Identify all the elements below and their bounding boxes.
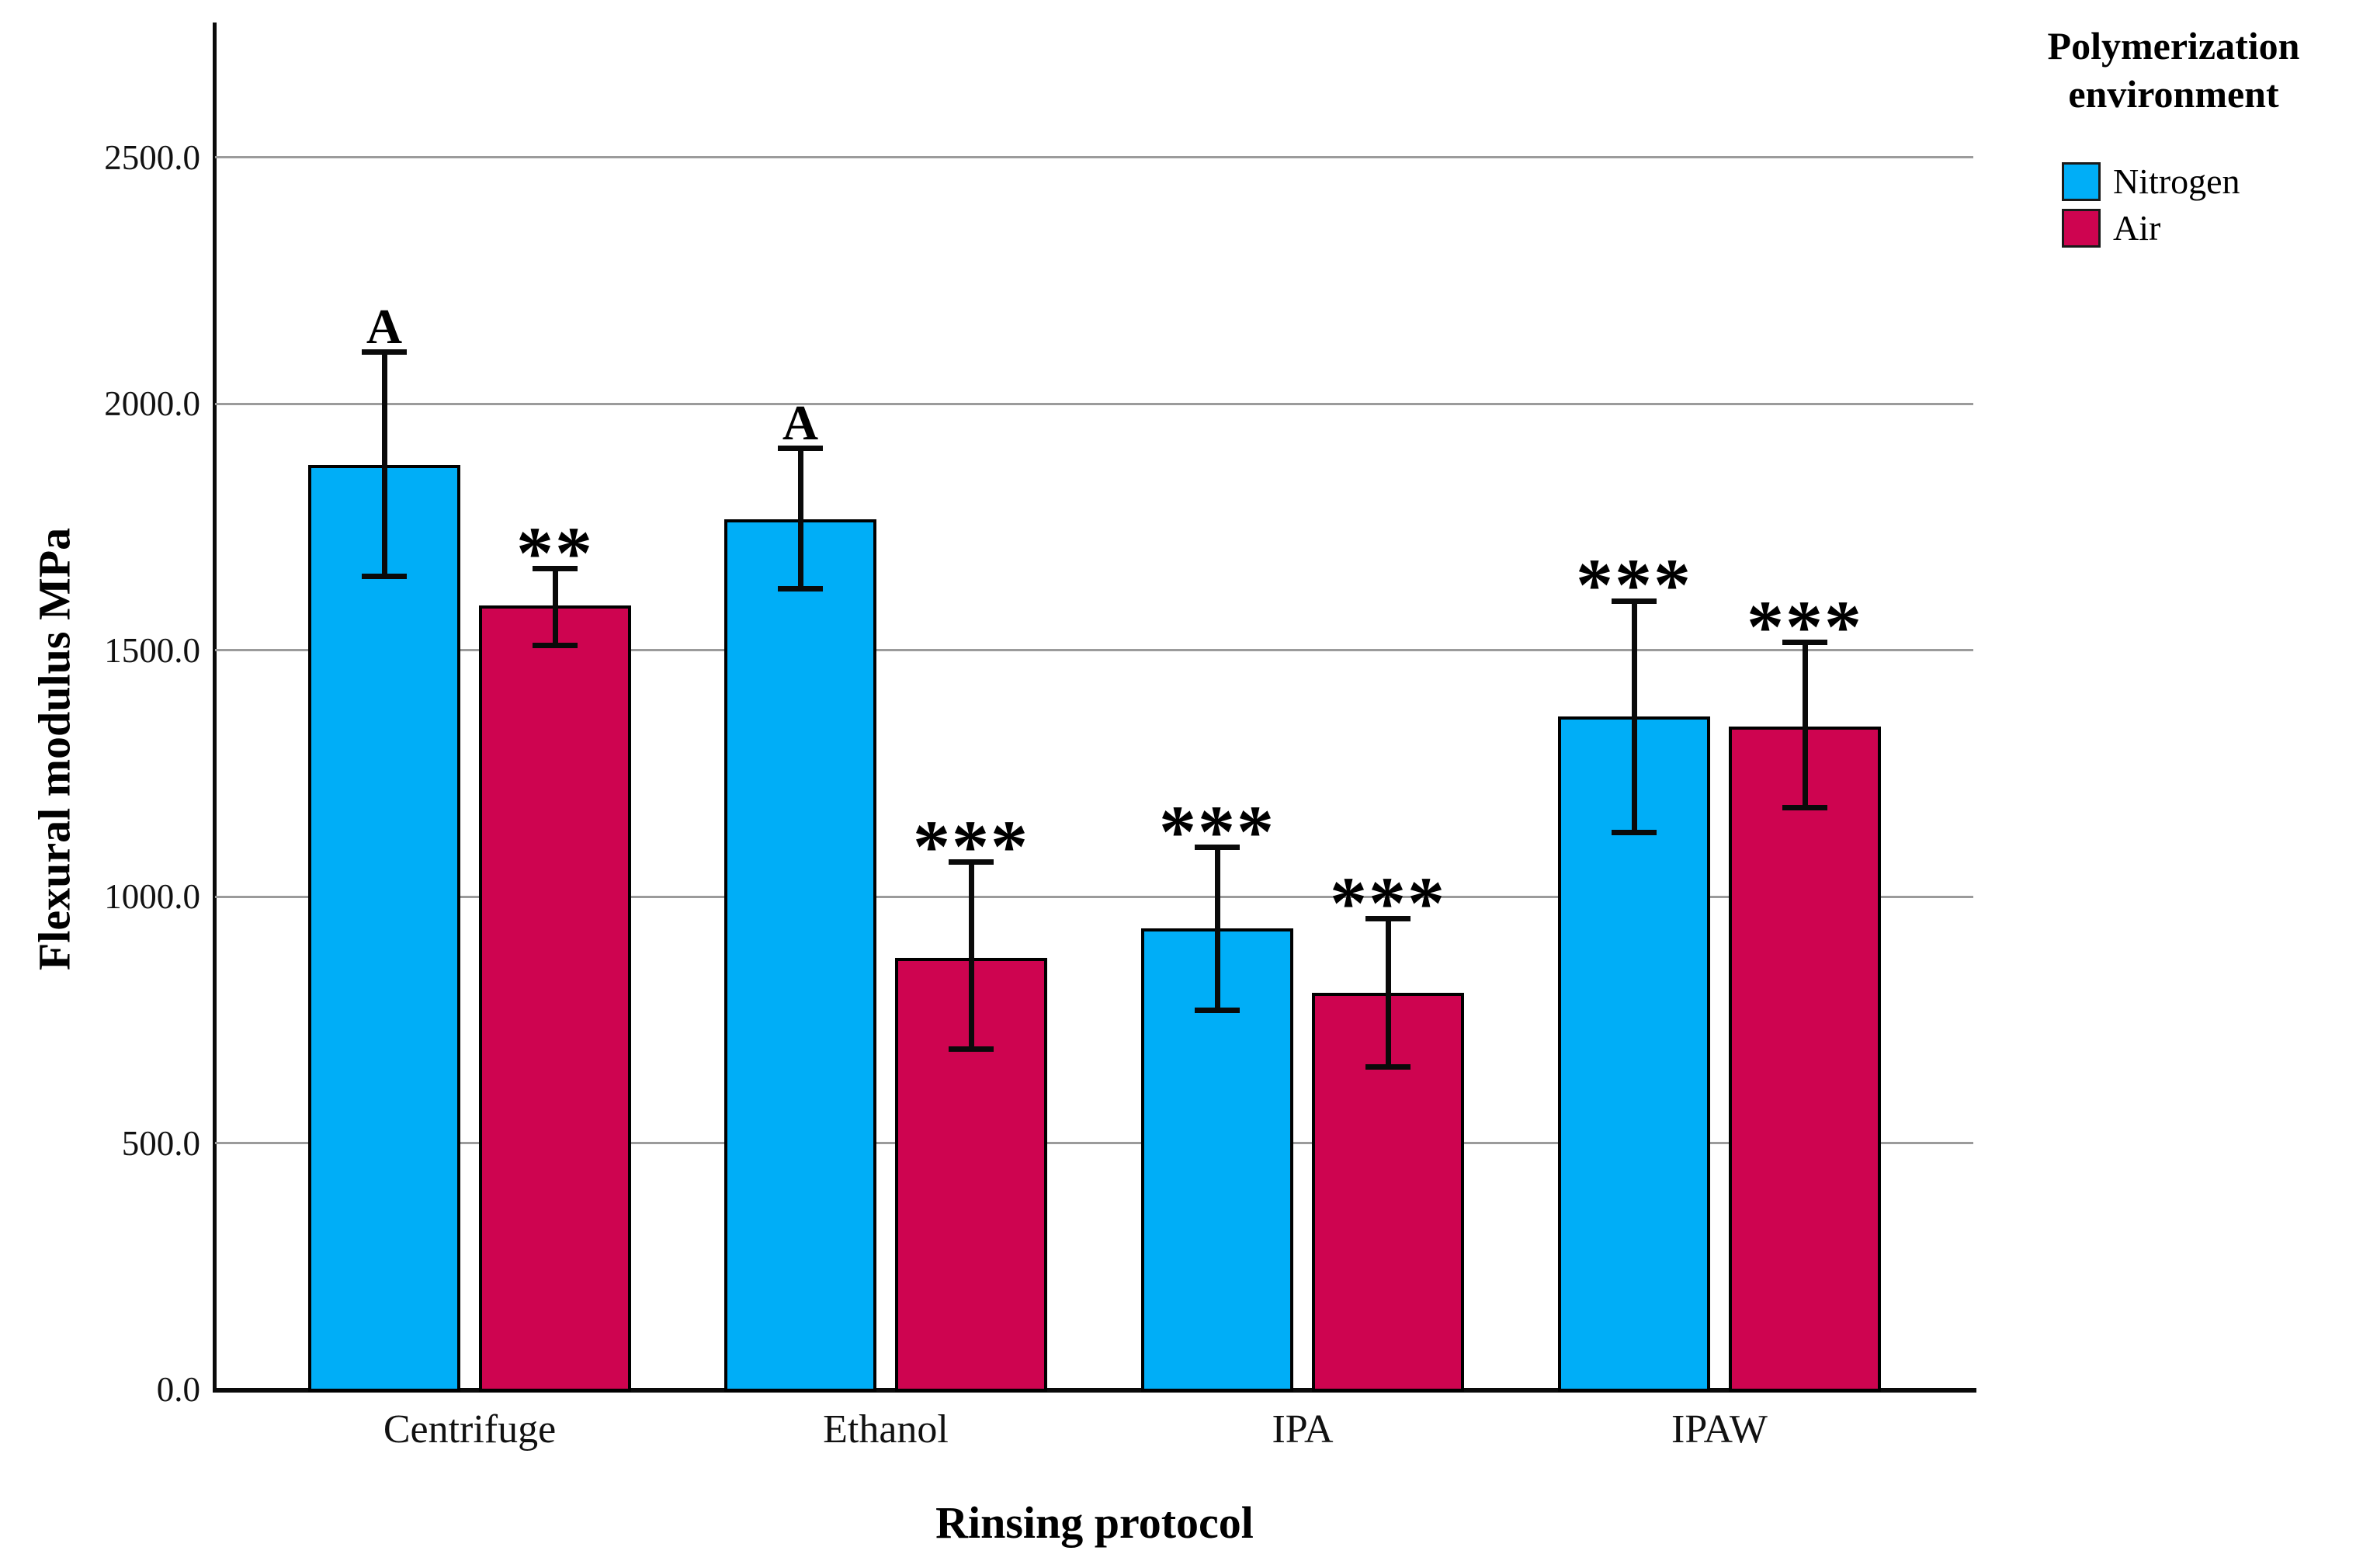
x-axis-title: Rinsing protocol xyxy=(935,1497,1254,1548)
gridline-1000.0 xyxy=(215,895,1973,898)
error-cap-top-air-centrifuge xyxy=(533,566,578,572)
error-cap-top-air-ipa xyxy=(1365,916,1411,922)
error-bar-air-ipaw xyxy=(1802,642,1808,808)
error-bar-air-ethanol xyxy=(968,862,974,1049)
bar-air-ipaw xyxy=(1729,726,1881,1392)
error-cap-top-nitrogen-ethanol xyxy=(778,445,823,451)
legend-items: Nitrogen Air xyxy=(2062,161,2240,255)
legend-label-nitrogen: Nitrogen xyxy=(2113,161,2240,201)
annotation-nitrogen-centrifuge: A xyxy=(366,299,403,355)
y-tick-label-0.0: 0.0 xyxy=(156,1370,200,1409)
bar-nitrogen-centrifuge xyxy=(308,465,460,1392)
annotation-air-centrifuge: ** xyxy=(516,511,594,595)
annotation-nitrogen-ethanol: A xyxy=(782,395,819,451)
gridline-2000.0 xyxy=(215,402,1973,405)
legend-swatch-nitrogen xyxy=(2062,162,2101,201)
y-tick-label-2000.0: 2000.0 xyxy=(104,384,200,423)
error-cap-top-nitrogen-ipa xyxy=(1195,845,1240,850)
error-cap-bottom-air-centrifuge xyxy=(533,642,578,648)
legend-item-air: Air xyxy=(2062,208,2240,248)
y-axis-line xyxy=(213,23,217,1391)
error-cap-bottom-nitrogen-centrifuge xyxy=(362,573,407,579)
legend-item-nitrogen: Nitrogen xyxy=(2062,161,2240,202)
bar-air-ipa xyxy=(1312,992,1464,1392)
x-axis-line xyxy=(213,1388,1976,1393)
y-tick-label-2500.0: 2500.0 xyxy=(104,137,200,177)
error-cap-top-air-ethanol xyxy=(949,859,994,866)
legend-title-line-2: environment xyxy=(2068,72,2279,116)
error-bar-nitrogen-centrifuge xyxy=(381,352,387,577)
error-cap-bottom-nitrogen-ethanol xyxy=(778,585,823,591)
error-bar-nitrogen-ipa xyxy=(1214,847,1220,1011)
annotation-nitrogen-ipaw: *** xyxy=(1576,543,1692,626)
gridline-1500.0 xyxy=(215,649,1973,651)
y-tick-label-500.0: 500.0 xyxy=(121,1123,200,1163)
gridline-500.0 xyxy=(215,1142,1973,1144)
error-cap-top-nitrogen-centrifuge xyxy=(362,349,407,355)
error-bar-air-ipa xyxy=(1385,918,1391,1067)
annotation-air-ipa: *** xyxy=(1330,861,1446,945)
legend-title-line-1: Polymerization xyxy=(2047,24,2300,68)
y-tick-label-1000.0: 1000.0 xyxy=(104,877,200,916)
error-cap-bottom-air-ethanol xyxy=(949,1046,994,1053)
error-cap-bottom-air-ipa xyxy=(1365,1063,1411,1070)
x-tick-label-centrifuge: Centrifuge xyxy=(383,1407,557,1452)
error-bar-air-centrifuge xyxy=(552,568,558,646)
legend-swatch-air xyxy=(2062,209,2101,248)
x-tick-label-ethanol: Ethanol xyxy=(823,1407,949,1452)
gridline-2500.0 xyxy=(215,156,1973,158)
error-cap-bottom-nitrogen-ipa xyxy=(1195,1007,1240,1013)
error-cap-top-air-ipaw xyxy=(1782,640,1827,646)
y-tick-label-1500.0: 1500.0 xyxy=(104,630,200,670)
y-axis-title: Flexural modulus MPa xyxy=(29,527,80,971)
annotation-air-ethanol: *** xyxy=(913,804,1029,888)
error-bar-nitrogen-ipaw xyxy=(1631,601,1637,833)
x-tick-label-ipaw: IPAW xyxy=(1671,1407,1768,1452)
error-cap-bottom-nitrogen-ipaw xyxy=(1612,829,1657,835)
annotation-air-ipaw: *** xyxy=(1747,585,1863,668)
error-bar-nitrogen-ethanol xyxy=(797,448,803,589)
bar-nitrogen-ethanol xyxy=(724,519,876,1392)
legend-label-air: Air xyxy=(2113,208,2161,248)
x-tick-label-ipa: IPA xyxy=(1272,1407,1334,1452)
error-cap-top-nitrogen-ipaw xyxy=(1612,598,1657,604)
annotation-nitrogen-ipa: *** xyxy=(1159,789,1275,873)
error-cap-bottom-air-ipaw xyxy=(1782,805,1827,811)
bar-air-centrifuge xyxy=(479,605,631,1392)
